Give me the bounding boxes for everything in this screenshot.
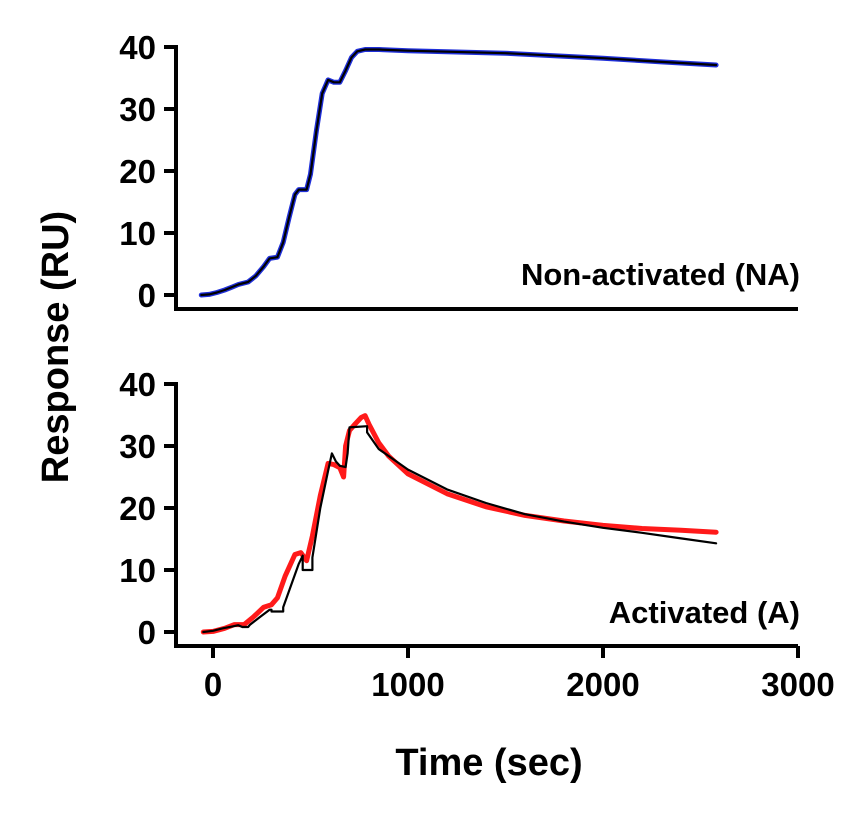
x-axis: 0 1000 2000 3000: [204, 646, 835, 703]
y-axis-label: Response (RU): [35, 211, 77, 483]
panel-non-activated: 0 10 20 30 40 Non-activated (NA): [119, 29, 800, 314]
x-tick-label: 3000: [761, 666, 834, 703]
y-tick-label: 30: [119, 91, 156, 128]
y-tick-label: 40: [119, 29, 156, 66]
y-tick-label: 20: [119, 153, 156, 190]
y-tick-label: 10: [119, 215, 156, 252]
series-fit-line: [200, 48, 718, 297]
x-tick-label: 2000: [566, 666, 639, 703]
y-tick-label: 0: [138, 614, 156, 651]
series-data-line: [200, 413, 719, 635]
y-tick-label: 30: [119, 428, 156, 465]
x-tick-label: 1000: [371, 666, 444, 703]
y-tick-label: 10: [119, 552, 156, 589]
x-axis-label: Time (sec): [395, 742, 582, 784]
panel-activated: 0 10 20 30 40 Activated (A): [119, 366, 800, 651]
x-tick-label: 0: [204, 666, 222, 703]
panel-annotation: Activated (A): [609, 595, 800, 630]
y-tick-label: 0: [138, 277, 156, 314]
series-fit-line: [202, 425, 718, 634]
y-tick-label: 40: [119, 366, 156, 403]
y-tick-label: 20: [119, 490, 156, 527]
panel-annotation: Non-activated (NA): [521, 257, 800, 292]
